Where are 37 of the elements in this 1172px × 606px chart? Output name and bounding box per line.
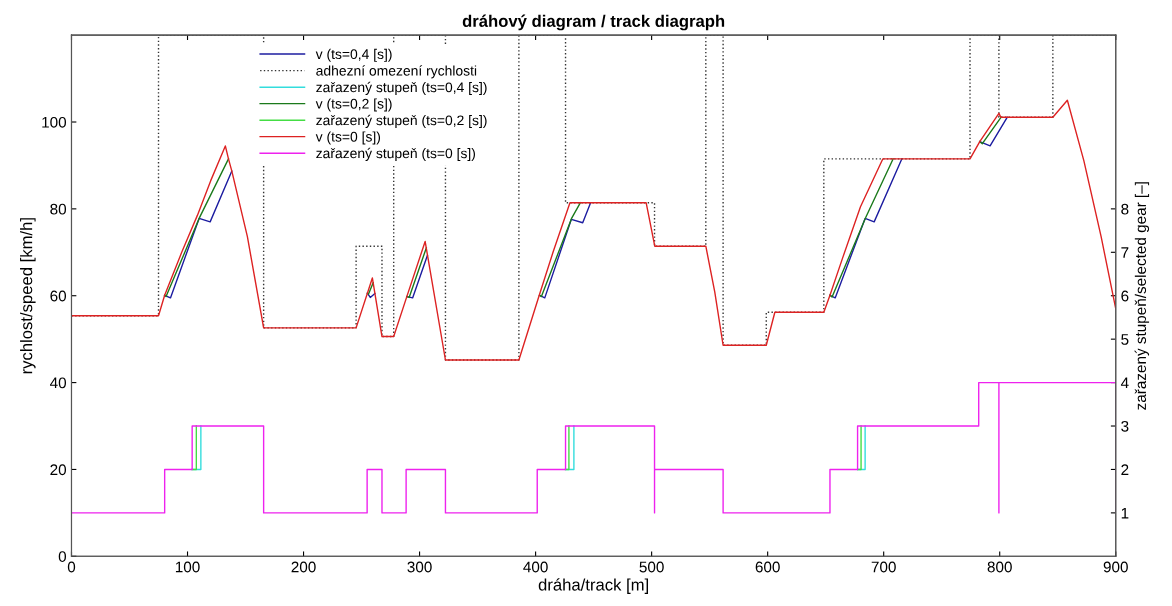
x-tick-label: 900	[1103, 561, 1128, 573]
x-tick-label: 600	[755, 561, 780, 573]
x-tick-label: 700	[871, 561, 896, 573]
legend-label: adhezní omezení rychlosti	[316, 65, 477, 79]
legend-label: zařazený stupeň (ts=0 [s])	[316, 147, 475, 161]
y-tick-label: 0	[58, 551, 67, 562]
chart-title: dráhový diagram / track diagraph	[462, 14, 725, 31]
x-tick-label: 100	[175, 561, 200, 573]
x-tick-label: 200	[291, 561, 316, 573]
y2-tick-label: 4	[1120, 377, 1129, 389]
y2-tick-label: 8	[1121, 203, 1129, 215]
line-series	[71, 381, 1116, 514]
x-tick-label: 400	[523, 561, 548, 573]
y2-axis-title: zařazený stupeň/selected gear [–]	[1134, 182, 1150, 410]
x-tick-label: 0	[67, 561, 76, 573]
y-tick-label: 80	[50, 203, 67, 215]
y-axis-title: rychlost/speed [km/h]	[20, 218, 36, 374]
y-tick-label: 100	[42, 116, 67, 128]
x-tick-label: 800	[987, 561, 1012, 573]
y-tick-label: 40	[49, 377, 67, 389]
x-tick-label: 500	[639, 561, 664, 573]
legend-label: v (ts=0,2 [s])	[315, 98, 392, 112]
y-tick-label: 20	[50, 464, 67, 476]
y2-tick-label: 2	[1121, 464, 1129, 475]
y2-tick-label: 1	[1121, 507, 1129, 519]
line-series	[71, 99, 1116, 361]
legend-label: v (ts=0 [s])	[315, 131, 381, 145]
y2-tick-label: 5	[1121, 334, 1129, 345]
legend-label: v (ts=0,4 [s])	[315, 48, 392, 62]
x-axis-title: dráha/track [m]	[538, 578, 649, 594]
legend-label: zařazený stupeň (ts=0,2 [s])	[316, 114, 487, 128]
y2-tick-label: 6	[1121, 290, 1129, 302]
x-tick-label: 300	[407, 561, 432, 573]
y-tick-label: 60	[50, 290, 67, 302]
legend-label: zařazený stupeň (ts=0,4 [s])	[316, 81, 487, 95]
y2-tick-label: 7	[1121, 247, 1129, 258]
y2-tick-label: 3	[1121, 420, 1129, 432]
